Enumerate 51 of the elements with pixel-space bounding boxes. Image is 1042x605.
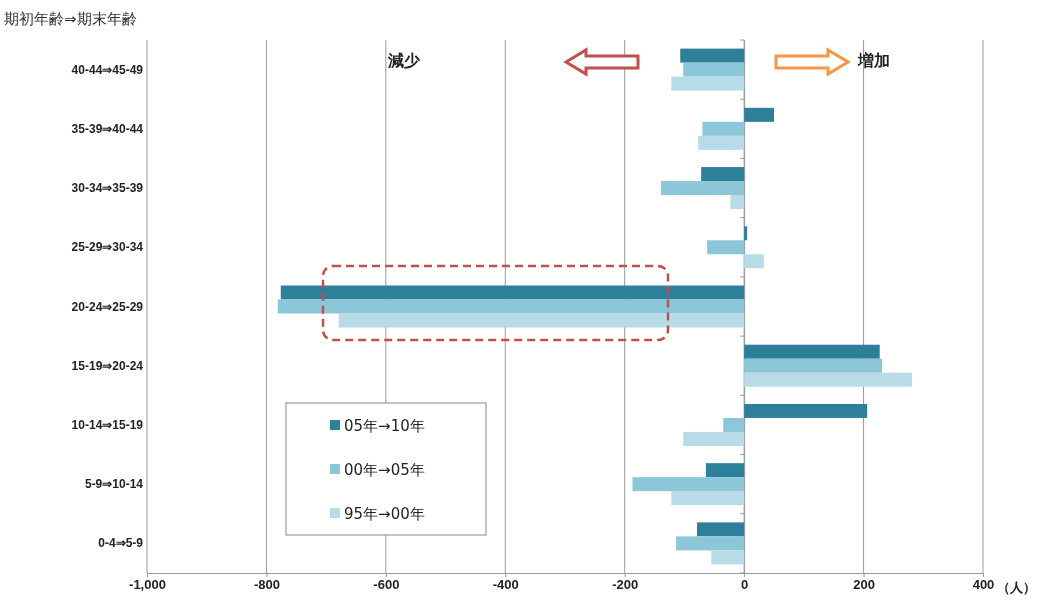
- bar: [730, 195, 745, 210]
- x-tick-label: 400: [972, 577, 995, 593]
- bar: [680, 48, 745, 63]
- legend-label: 95年→00年: [344, 505, 425, 523]
- bar: [280, 285, 745, 300]
- bar: [744, 344, 880, 359]
- bar: [683, 431, 745, 446]
- legend-label: 05年→10年: [344, 417, 425, 435]
- bar: [671, 76, 745, 91]
- y-tick-label: 40-44⇒45-49: [71, 62, 144, 77]
- bar: [696, 522, 745, 537]
- y-tick-label: 20-24⇒25-29: [71, 299, 144, 314]
- y-tick-label: 10-14⇒15-19: [71, 417, 144, 432]
- y-tick-label: 15-19⇒20-24: [71, 358, 144, 373]
- bar: [671, 491, 745, 506]
- x-tick-label: -400: [492, 577, 519, 593]
- annotation: 減少: [387, 51, 421, 70]
- x-tick-label: -1,000: [129, 577, 166, 593]
- bar: [277, 299, 745, 314]
- bar: [744, 226, 748, 241]
- x-tick-label: -600: [373, 577, 400, 593]
- y-tick-label: 30-34⇒35-39: [71, 181, 144, 196]
- bar: [744, 254, 764, 269]
- bar: [683, 62, 745, 77]
- bar: [661, 181, 745, 196]
- bar: [705, 463, 745, 478]
- x-tick-label: 0: [741, 577, 749, 593]
- bar: [744, 403, 868, 418]
- bar: [744, 358, 883, 373]
- bar: [338, 313, 745, 328]
- annotation: 増加: [857, 51, 890, 70]
- x-tick-label: -200: [612, 577, 639, 593]
- bar: [707, 240, 745, 255]
- bar: [632, 477, 745, 492]
- bar: [702, 121, 745, 136]
- y-tick-label: 0-4⇒5-9: [98, 536, 144, 551]
- y-tick-label: 35-39⇒40-44: [71, 121, 144, 136]
- bar: [723, 417, 745, 432]
- legend-label: 00年→05年: [344, 461, 425, 479]
- y-tick-label: 5-9⇒10-14: [84, 477, 144, 492]
- x-tick-label: 200: [853, 577, 875, 593]
- bar: [711, 550, 745, 565]
- bar: [744, 107, 774, 122]
- x-axis-title: （人）: [997, 580, 1036, 595]
- bar: [744, 372, 912, 387]
- x-tick-label: -800: [253, 577, 280, 593]
- y-tick-label: 25-29⇒30-34: [71, 240, 144, 255]
- bar: [701, 167, 745, 182]
- bar: [676, 536, 745, 551]
- y-axis-title: 期初年齢⇒期末年齢: [4, 10, 137, 28]
- bar: [698, 135, 745, 150]
